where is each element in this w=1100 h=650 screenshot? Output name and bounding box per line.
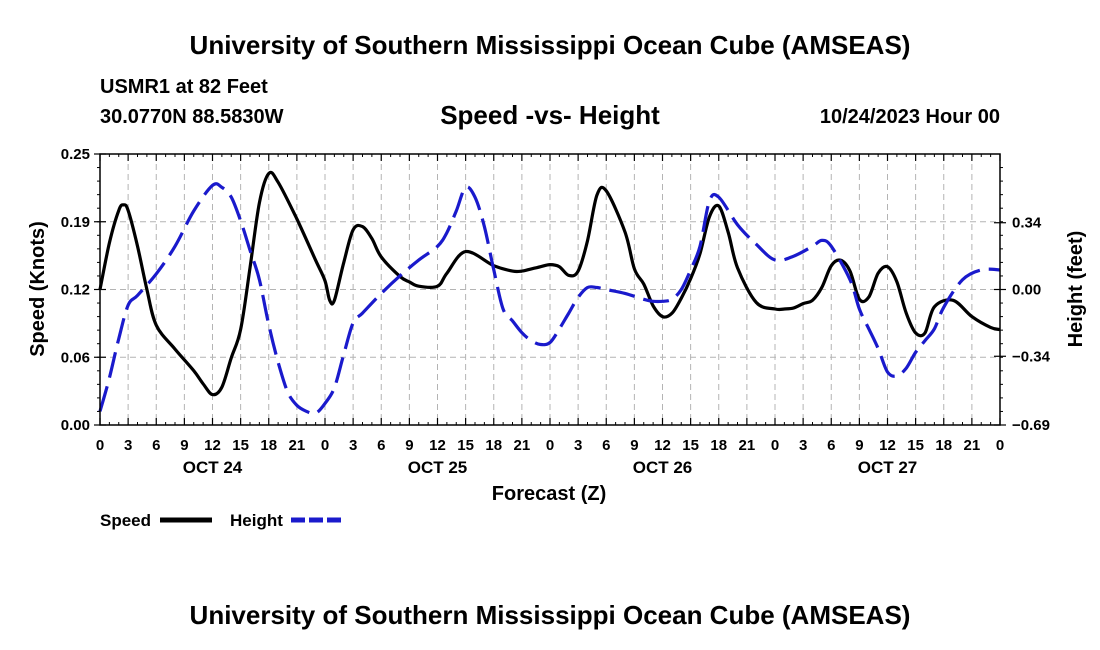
station-coordinates: 30.0770N 88.5830W [100,106,284,128]
y2-tick-label: 0.00 [1012,282,1041,299]
x-tick-label: 12 [654,437,671,454]
day-label: OCT 27 [858,458,918,477]
x-tick-label: 12 [429,437,446,454]
y2-axis-title: Height (feet) [1065,231,1087,348]
day-label: OCT 26 [633,458,693,477]
x-tick-label: 12 [879,437,896,454]
x-tick-label: 0 [771,437,779,454]
day-label: OCT 24 [183,458,243,477]
x-tick-label: 0 [96,437,104,454]
x-tick-label: 3 [124,437,132,454]
x-tick-label: 18 [485,437,502,454]
series-line-speed [98,170,1001,397]
y-tick-label: 0.06 [61,349,90,366]
x-tick-label: 9 [855,437,863,454]
x-tick-label: 21 [289,437,306,454]
footer-title: University of Southern Mississippi Ocean… [189,600,911,630]
x-tick-label: 6 [827,437,835,454]
x-tick-label: 6 [602,437,610,454]
x-tick-label: 15 [457,437,474,454]
x-tick-label: 21 [739,437,756,454]
y-tick-label: 0.19 [61,214,90,231]
x-tick-label: 3 [349,437,357,454]
y-tick-label: 0.25 [61,146,90,163]
chart-title: Speed -vs- Height [440,100,660,130]
x-tick-label: 9 [405,437,413,454]
page-title: University of Southern Mississippi Ocean… [189,30,911,60]
y2-tick-label: −0.34 [1012,348,1051,365]
y2-tick-label: 0.34 [1012,215,1042,232]
x-tick-label: 15 [682,437,699,454]
x-tick-label: 18 [710,437,727,454]
series-line-height [98,182,1001,416]
y-tick-label: 0.12 [61,282,90,299]
x-tick-label: 0 [996,437,1004,454]
x-tick-label: 21 [964,437,981,454]
x-tick-label: 12 [204,437,221,454]
x-tick-label: 15 [232,437,249,454]
day-label: OCT 25 [408,458,468,477]
x-tick-label: 18 [935,437,952,454]
legend-label-speed: Speed [100,511,151,530]
x-axis-title: Forecast (Z) [492,483,606,505]
y2-tick-label: −0.69 [1012,417,1050,434]
x-tick-label: 0 [546,437,554,454]
station-label: USMR1 at 82 Feet [100,76,268,98]
x-tick-label: 18 [260,437,277,454]
x-tick-label: 0 [321,437,329,454]
y-tick-label: 0.00 [61,417,90,434]
forecast-run-time: 10/24/2023 Hour 00 [819,106,1000,128]
x-tick-label: 9 [180,437,188,454]
y-axis-title: Speed (Knots) [27,221,49,357]
x-tick-label: 6 [152,437,160,454]
x-tick-label: 3 [799,437,807,454]
legend-label-height: Height [230,511,283,530]
x-tick-label: 21 [514,437,531,454]
x-tick-label: 15 [907,437,924,454]
x-tick-label: 9 [630,437,638,454]
x-tick-label: 6 [377,437,385,454]
x-tick-label: 3 [574,437,582,454]
